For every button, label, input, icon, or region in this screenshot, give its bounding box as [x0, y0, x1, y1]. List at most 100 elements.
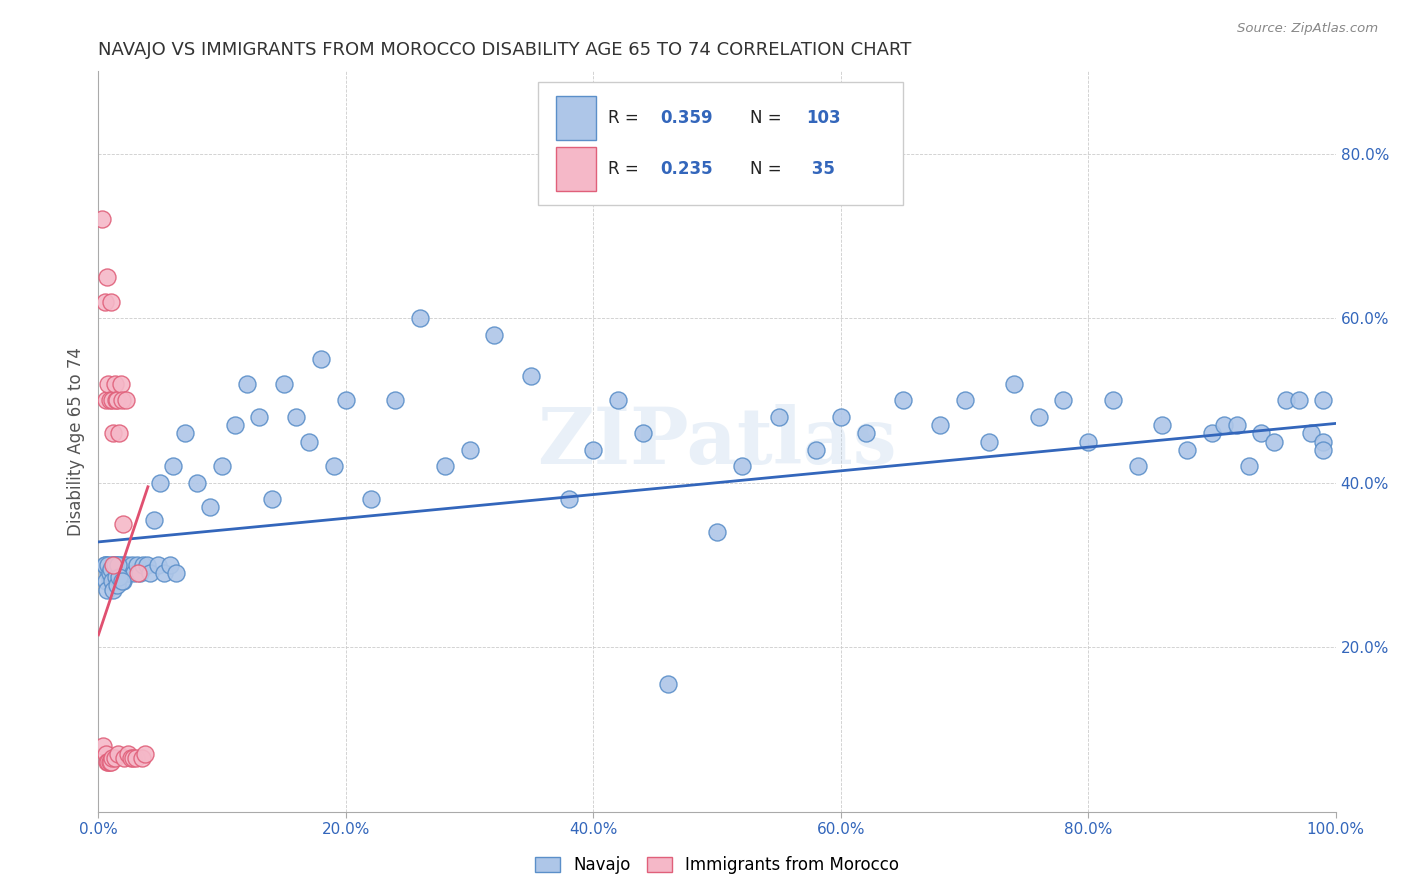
Point	[804, 442, 827, 457]
Point	[134, 747, 156, 761]
Point	[657, 677, 679, 691]
Point	[114, 566, 136, 581]
Point	[139, 566, 162, 581]
Point	[107, 558, 129, 572]
Point	[103, 558, 125, 572]
Point	[112, 558, 135, 572]
Point	[104, 558, 127, 572]
Point	[100, 294, 122, 309]
Point	[928, 418, 950, 433]
Point	[1102, 393, 1125, 408]
Point	[165, 566, 187, 581]
Point	[360, 492, 382, 507]
Point	[247, 409, 270, 424]
Point	[1028, 409, 1050, 424]
Point	[97, 566, 120, 581]
Point	[111, 558, 134, 572]
Point	[1201, 426, 1223, 441]
Point	[124, 566, 146, 581]
Legend: Navajo, Immigrants from Morocco: Navajo, Immigrants from Morocco	[529, 850, 905, 881]
Point	[111, 393, 134, 408]
Point	[112, 751, 135, 765]
Point	[127, 566, 149, 581]
Point	[1299, 426, 1322, 441]
Point	[211, 459, 233, 474]
Text: N =: N =	[751, 110, 787, 128]
Point	[149, 475, 172, 490]
Point	[1275, 393, 1298, 408]
Point	[93, 558, 115, 572]
Point	[1226, 418, 1249, 433]
Point	[132, 558, 155, 572]
Point	[409, 311, 432, 326]
Point	[1213, 418, 1236, 433]
Point	[103, 558, 125, 572]
Point	[93, 739, 115, 753]
Text: 35: 35	[806, 160, 835, 178]
Point	[1175, 442, 1198, 457]
Point	[1126, 459, 1149, 474]
Point	[236, 376, 259, 391]
Point	[384, 393, 406, 408]
Point	[1077, 434, 1099, 449]
Point	[103, 582, 125, 597]
Point	[1312, 434, 1334, 449]
Point	[103, 566, 125, 581]
Point	[96, 270, 118, 285]
Y-axis label: Disability Age 65 to 74: Disability Age 65 to 74	[66, 347, 84, 536]
Point	[706, 524, 728, 539]
Point	[125, 558, 148, 572]
Point	[273, 376, 295, 391]
Point	[129, 566, 152, 581]
Point	[1152, 418, 1174, 433]
Point	[101, 751, 124, 765]
Point	[96, 582, 118, 597]
Point	[97, 756, 120, 770]
Point	[830, 409, 852, 424]
Point	[484, 327, 506, 342]
Text: R =: R =	[609, 160, 644, 178]
Point	[582, 442, 605, 457]
Point	[1312, 442, 1334, 457]
Point	[112, 574, 135, 589]
Point	[458, 442, 481, 457]
Point	[93, 558, 115, 572]
Point	[117, 747, 139, 761]
Point	[96, 756, 118, 770]
Point	[103, 376, 125, 391]
Text: 0.235: 0.235	[661, 160, 713, 178]
Text: NAVAJO VS IMMIGRANTS FROM MOROCCO DISABILITY AGE 65 TO 74 CORRELATION CHART: NAVAJO VS IMMIGRANTS FROM MOROCCO DISABI…	[98, 41, 912, 59]
Text: 103: 103	[806, 110, 841, 128]
Point	[731, 459, 754, 474]
Point	[335, 393, 357, 408]
Point	[94, 574, 117, 589]
Point	[111, 574, 134, 589]
Point	[101, 393, 124, 408]
Point	[104, 393, 127, 408]
Point	[520, 368, 543, 383]
Point	[309, 352, 332, 367]
Point	[101, 574, 124, 589]
Point	[103, 426, 125, 441]
Point	[124, 751, 146, 765]
Point	[186, 475, 208, 490]
Point	[118, 566, 141, 581]
Point	[260, 492, 283, 507]
Point	[98, 566, 121, 581]
Point	[101, 558, 124, 572]
Point	[97, 558, 120, 572]
Point	[1052, 393, 1074, 408]
Point	[322, 459, 344, 474]
Point	[93, 294, 115, 309]
Point	[1312, 393, 1334, 408]
Point	[174, 426, 197, 441]
Point	[108, 426, 131, 441]
Point	[115, 558, 138, 572]
FancyBboxPatch shape	[557, 147, 596, 191]
Point	[94, 393, 117, 408]
Point	[98, 393, 121, 408]
Point	[198, 500, 221, 515]
Point	[100, 566, 122, 581]
Point	[298, 434, 321, 449]
Point	[108, 558, 131, 572]
